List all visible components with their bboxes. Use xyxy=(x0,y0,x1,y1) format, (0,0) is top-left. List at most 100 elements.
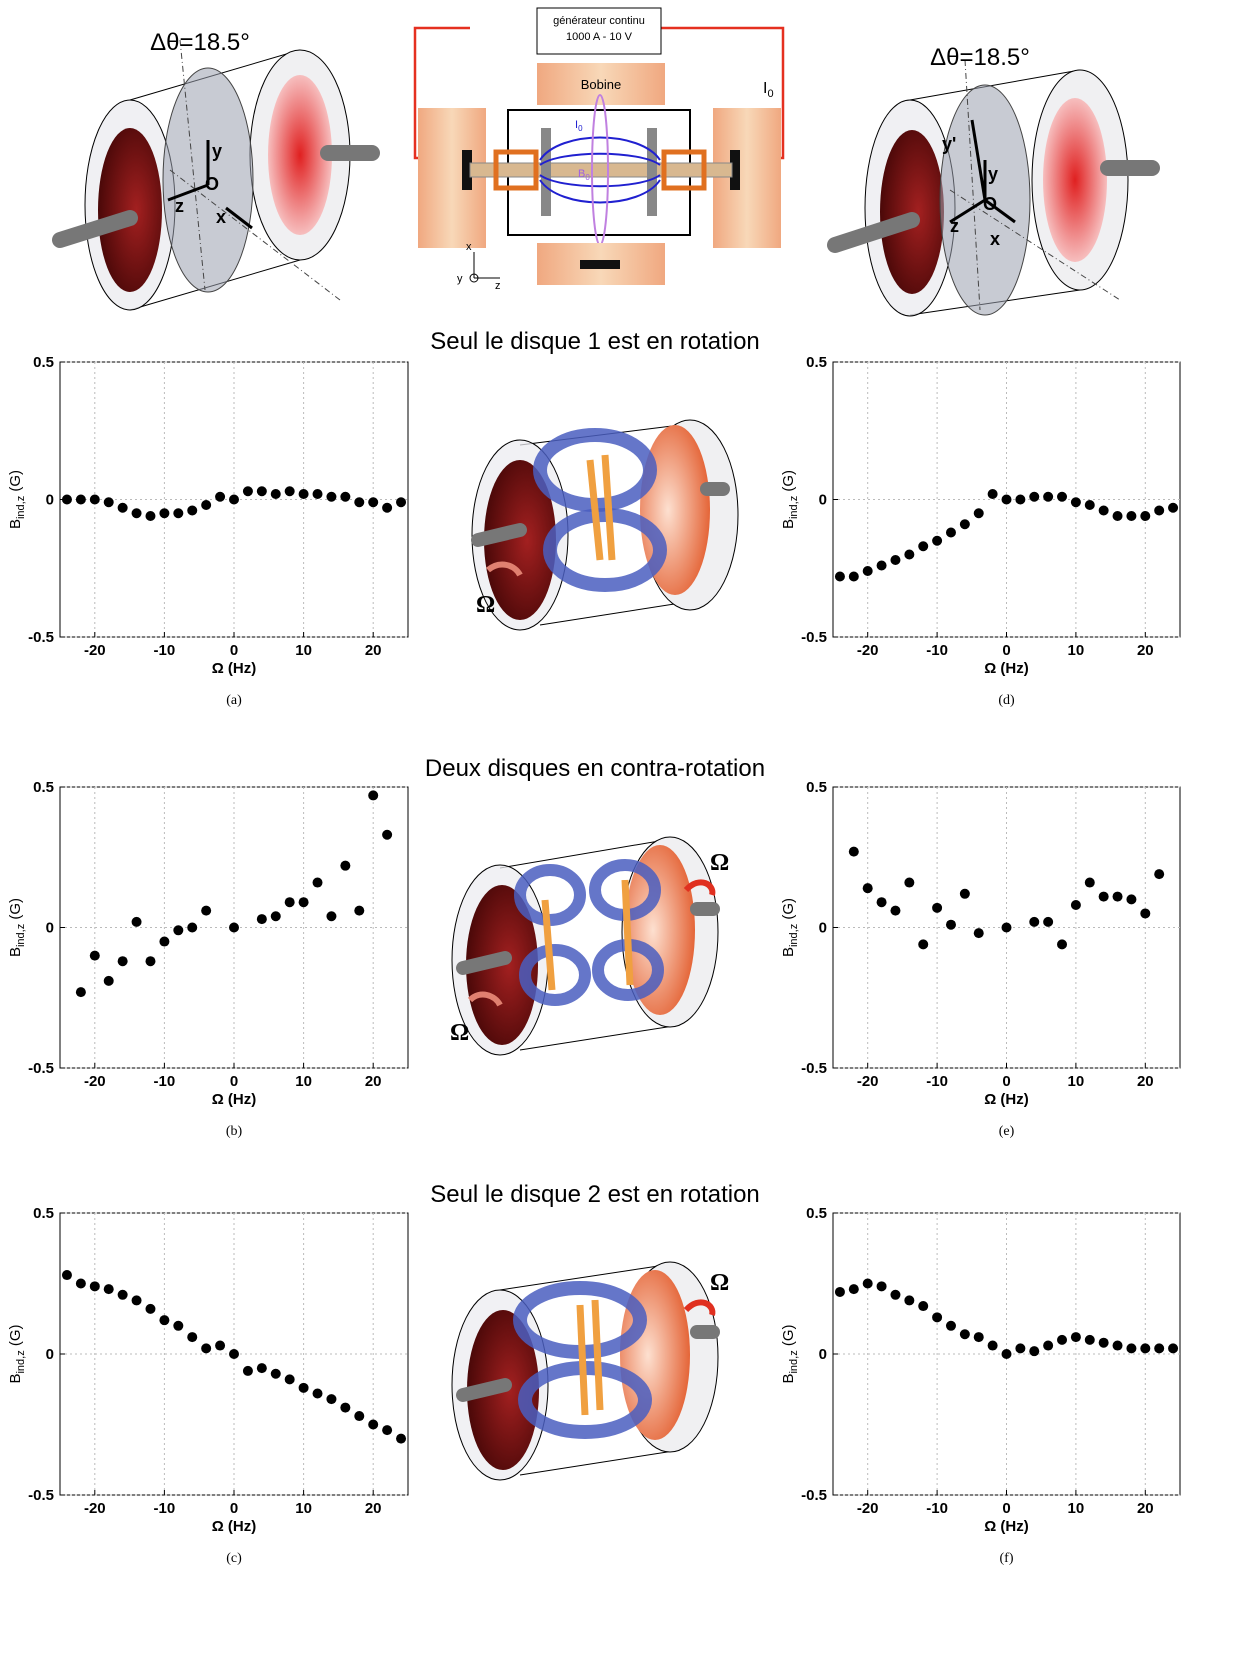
x-tick-label: -20 xyxy=(857,1500,879,1517)
flow-illustration: Ω Ω xyxy=(450,836,729,1056)
axis-label: z xyxy=(175,196,184,216)
data-point xyxy=(1112,891,1123,902)
data-point xyxy=(862,566,873,576)
chart: -20 -10 0 10 20 -0.5 0 0.5 Ω (Hz) Bind,z (G) (f) xyxy=(780,1205,1181,1566)
data-point xyxy=(75,1278,86,1289)
data-point xyxy=(340,860,351,871)
data-point xyxy=(1057,491,1068,502)
omega-label: Ω xyxy=(450,1020,469,1046)
section-title: Seul le disque 2 est en rotation xyxy=(430,1181,760,1208)
data-point xyxy=(284,1374,295,1385)
data-point xyxy=(131,1295,142,1306)
data-point xyxy=(270,489,281,499)
data-point xyxy=(326,911,337,922)
x-axis-label: Ω (Hz) xyxy=(212,1518,257,1535)
data-point xyxy=(270,911,281,922)
y-axis-label: Bind,z (G) xyxy=(7,1324,27,1383)
y-tick-label: 0 xyxy=(819,492,827,509)
data-point xyxy=(862,1278,873,1289)
data-point xyxy=(945,919,956,930)
data-point xyxy=(340,1402,351,1413)
y-tick-label: 0 xyxy=(46,920,54,937)
data-point xyxy=(1001,494,1012,505)
data-point xyxy=(1126,1343,1137,1354)
data-point xyxy=(834,1286,845,1297)
data-point xyxy=(918,939,929,950)
data-point xyxy=(368,497,379,508)
field-main: B xyxy=(578,168,585,180)
y-axis-label-main: B xyxy=(7,947,24,957)
chart: -20 -10 0 10 20 -0.5 0 0.5 Ω (Hz) Bind,z (G) (c) xyxy=(7,1205,409,1566)
y-axis-label-main: B xyxy=(780,1374,797,1384)
y-axis-label: Bind,z (G) xyxy=(7,470,27,529)
data-point xyxy=(1029,916,1040,927)
axis-label: y' xyxy=(942,134,956,154)
data-point xyxy=(918,1301,929,1312)
data-point xyxy=(354,905,365,916)
inner-current-sub: 0 xyxy=(578,124,583,133)
data-point xyxy=(1140,908,1151,919)
data-point xyxy=(284,897,295,908)
data-point xyxy=(215,1340,226,1351)
data-point xyxy=(848,1284,859,1295)
omega-label: Ω xyxy=(710,850,729,876)
generator-label: 1000 A - 10 V xyxy=(566,31,633,43)
y-axis-label-sub: ind,z xyxy=(788,1350,800,1373)
x-tick-label: -20 xyxy=(84,1073,106,1090)
data-point xyxy=(1112,1340,1123,1351)
panel-caption: (e) xyxy=(999,1124,1015,1139)
data-point xyxy=(1154,1343,1165,1354)
panel-caption: (b) xyxy=(226,1124,243,1139)
y-tick-label: -0.5 xyxy=(28,629,54,646)
origin-label: O xyxy=(983,194,997,214)
data-point xyxy=(848,846,859,857)
data-point xyxy=(298,897,309,908)
axis-label: y xyxy=(212,141,222,161)
data-point xyxy=(876,560,887,571)
data-point xyxy=(368,1419,379,1430)
data-point xyxy=(890,905,901,916)
data-point xyxy=(270,1368,281,1379)
y-tick-label: -0.5 xyxy=(801,629,827,646)
data-point xyxy=(1029,1346,1040,1357)
axis-label: x xyxy=(216,207,226,227)
omega-label: Ω xyxy=(476,592,495,618)
x-tick-label: 0 xyxy=(1002,642,1010,659)
data-point xyxy=(890,555,901,565)
x-axis-label: Ω (Hz) xyxy=(212,660,257,677)
x-tick-label: 0 xyxy=(1002,1500,1010,1517)
current-main: I xyxy=(763,80,767,97)
data-point xyxy=(1140,511,1151,521)
data-point xyxy=(159,936,170,947)
data-point xyxy=(75,494,86,505)
axis-label: x xyxy=(990,229,1000,249)
data-point xyxy=(890,1289,901,1300)
data-point xyxy=(932,535,943,546)
data-point xyxy=(173,1320,184,1331)
coil-label: Bobine xyxy=(581,77,621,92)
data-point xyxy=(117,956,128,967)
y-axis-label-unit: (G) xyxy=(7,470,24,496)
data-point xyxy=(396,497,407,508)
y-axis-label-sub: ind,z xyxy=(788,496,800,519)
cylinder-diagram-right: Δθ=18.5° y' y O z x xyxy=(827,44,1160,317)
data-point xyxy=(834,571,845,582)
data-point xyxy=(1001,922,1012,933)
x-tick-label: 10 xyxy=(1068,1500,1085,1517)
x-tick-label: 0 xyxy=(230,1073,238,1090)
data-point xyxy=(256,1363,267,1374)
current-label: I0 xyxy=(763,80,774,100)
data-point xyxy=(187,922,198,933)
data-point xyxy=(1098,1337,1109,1348)
y-axis-label-unit: (G) xyxy=(780,470,797,496)
flow-illustration: Ω xyxy=(451,1261,729,1481)
data-point xyxy=(103,1284,114,1295)
y-tick-label: -0.5 xyxy=(801,1060,827,1077)
x-tick-label: -10 xyxy=(926,1073,948,1090)
panel-caption: (c) xyxy=(226,1551,242,1566)
axis-label: y xyxy=(988,164,998,184)
y-tick-label: 0.5 xyxy=(33,779,54,796)
data-point xyxy=(1084,877,1095,888)
data-point xyxy=(298,489,309,499)
data-point xyxy=(201,1343,212,1354)
